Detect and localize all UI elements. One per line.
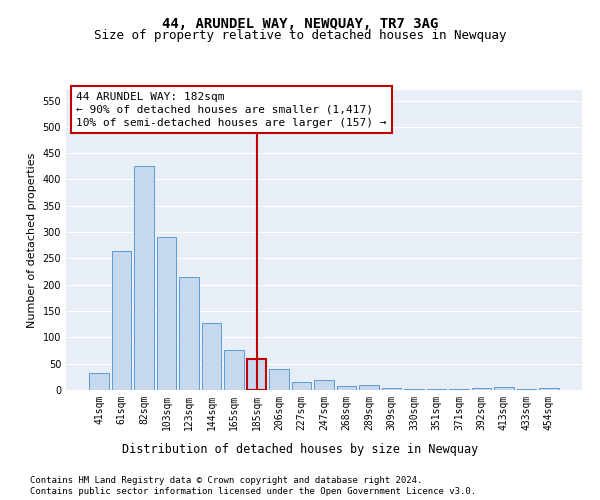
Text: Contains public sector information licensed under the Open Government Licence v3: Contains public sector information licen…	[30, 488, 476, 496]
Bar	[382, 388, 401, 390]
Bar	[179, 277, 199, 390]
Bar	[247, 359, 266, 390]
Bar	[134, 166, 154, 390]
Bar	[202, 322, 221, 390]
Bar	[359, 386, 379, 390]
Y-axis label: Number of detached properties: Number of detached properties	[27, 152, 37, 328]
Bar	[292, 382, 311, 390]
Bar	[472, 388, 491, 390]
Bar	[314, 380, 334, 390]
Bar	[89, 372, 109, 390]
Bar	[337, 386, 356, 390]
Text: Distribution of detached houses by size in Newquay: Distribution of detached houses by size …	[122, 442, 478, 456]
Bar	[157, 238, 176, 390]
Text: 44, ARUNDEL WAY, NEWQUAY, TR7 3AG: 44, ARUNDEL WAY, NEWQUAY, TR7 3AG	[162, 18, 438, 32]
Bar	[494, 388, 514, 390]
Bar	[112, 250, 131, 390]
Bar	[224, 350, 244, 390]
Bar	[539, 388, 559, 390]
Text: 44 ARUNDEL WAY: 182sqm
← 90% of detached houses are smaller (1,417)
10% of semi-: 44 ARUNDEL WAY: 182sqm ← 90% of detached…	[76, 92, 387, 128]
Bar	[269, 369, 289, 390]
Text: Contains HM Land Registry data © Crown copyright and database right 2024.: Contains HM Land Registry data © Crown c…	[30, 476, 422, 485]
Bar	[517, 389, 536, 390]
Text: Size of property relative to detached houses in Newquay: Size of property relative to detached ho…	[94, 29, 506, 42]
